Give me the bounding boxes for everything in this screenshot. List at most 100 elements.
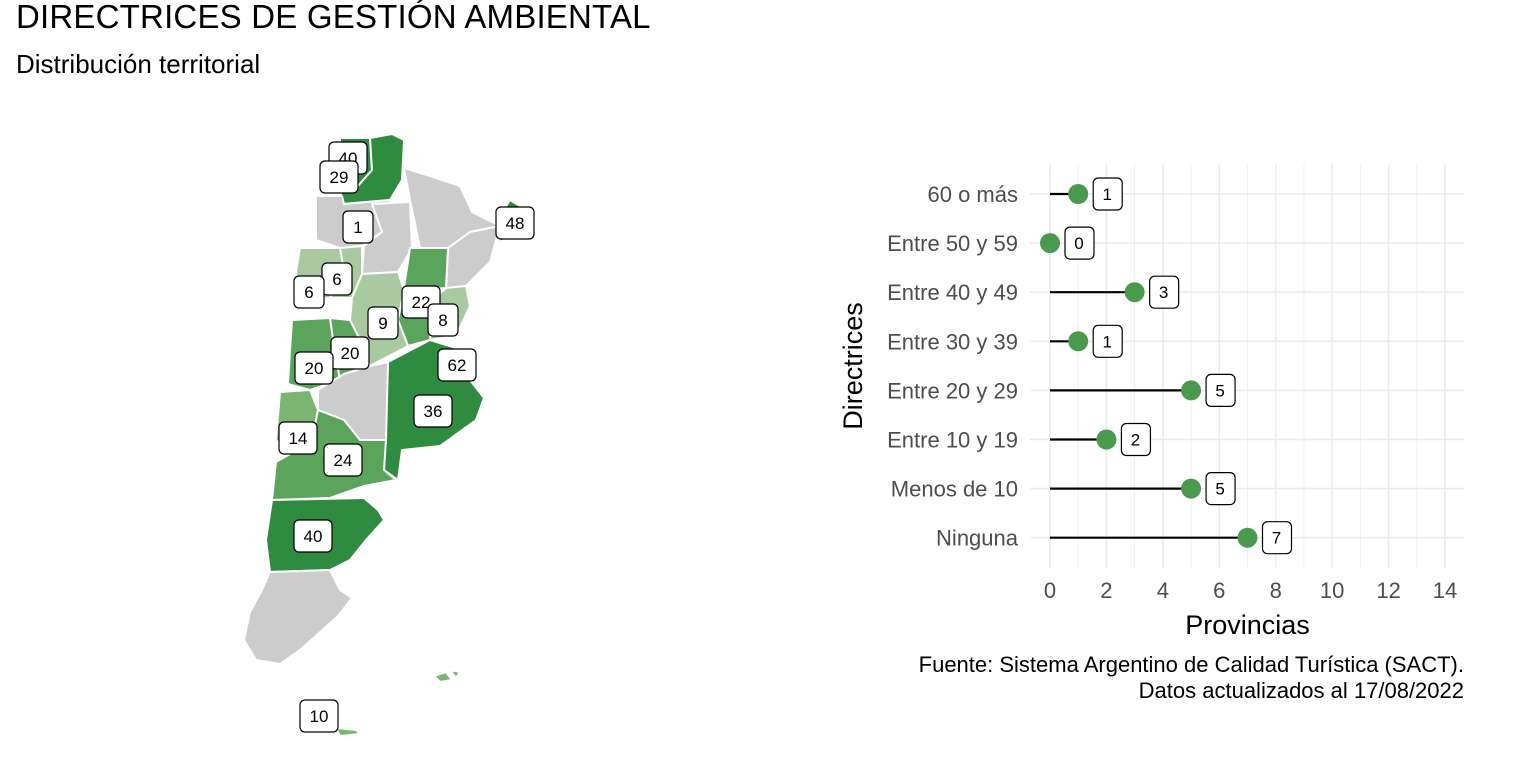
x-tick-label: 6 (1213, 578, 1225, 603)
value-label-text: 7 (1272, 529, 1281, 548)
map-label-text: 6 (304, 283, 313, 302)
value-label-text: 1 (1102, 332, 1111, 351)
lollipop-chart: 1 60 o más 0 Entre 50 y 59 3 Entre 40 y 49 1 En… (838, 164, 1464, 640)
map-label-2: 1 (342, 210, 374, 244)
map-label-box (427, 303, 459, 337)
map-label-14: 24 (323, 443, 363, 477)
map-label-box (293, 519, 333, 553)
map-label-text: 36 (424, 402, 443, 421)
province-santiago (403, 247, 449, 291)
map-label-box (278, 421, 318, 455)
map-label-text: 29 (330, 168, 349, 187)
map-label-box (495, 206, 535, 240)
lollipop-point (1124, 282, 1145, 303)
map-label-box (437, 348, 477, 382)
value-label-text: 5 (1215, 381, 1224, 400)
value-label: 3 (1149, 275, 1180, 309)
lollipop-point (1096, 429, 1117, 450)
x-tick-label: 2 (1100, 578, 1112, 603)
value-label-box (1261, 521, 1293, 555)
map-label-text: 48 (506, 214, 525, 233)
map-label-box (323, 443, 363, 477)
value-label-text: 2 (1131, 431, 1140, 450)
map-label-text: 22 (412, 293, 431, 312)
value-label-box (1120, 422, 1152, 457)
x-axis-title: Provincias (1185, 610, 1310, 640)
map-label-text: 20 (341, 344, 360, 363)
x-tick-label: 4 (1157, 578, 1169, 603)
x-tick-label: 8 (1270, 578, 1282, 603)
category-label: Menos de 10 (891, 477, 1018, 502)
map-label-12: 36 (413, 394, 453, 428)
value-label: 5 (1205, 472, 1236, 506)
chart-subtitle: Distribución territorial (16, 49, 261, 79)
map-label-11: 20 (294, 351, 334, 385)
map-label-5: 6 (293, 275, 325, 309)
category-label: Entre 30 y 39 (887, 329, 1018, 354)
map-label-box (294, 351, 334, 385)
caption-source: Fuente: Sistema Argentino de Calidad Tur… (918, 652, 1464, 677)
map-label-3: 48 (495, 206, 535, 240)
map-label-text: 1 (353, 218, 362, 237)
map-label-box (319, 160, 359, 194)
x-tick-label: 12 (1376, 578, 1400, 603)
lollipop-point (1181, 380, 1202, 401)
map-label-7: 9 (367, 306, 399, 340)
map-label-10: 62 (437, 348, 477, 382)
value-label: 2 (1120, 422, 1152, 457)
x-tick-label: 14 (1433, 578, 1457, 603)
chart-title: DIRECTRICES DE GESTIÓN AMBIENTAL (16, 0, 651, 35)
map-label-16: 10 (299, 699, 339, 733)
value-label-box (1149, 275, 1180, 309)
value-label: 7 (1261, 521, 1293, 555)
map-label-13: 14 (278, 421, 318, 455)
map-label-text: 62 (448, 356, 467, 375)
map-label-text: 24 (334, 451, 353, 470)
lollipop-point (1068, 331, 1089, 352)
lollipop-point (1237, 527, 1258, 548)
province-santa-cruz (243, 569, 353, 665)
x-tick-label: 10 (1320, 578, 1344, 603)
value-label: 1 (1092, 177, 1123, 211)
map-label-8: 8 (427, 303, 459, 337)
value-label: 5 (1205, 373, 1236, 407)
lollipop-point (1181, 478, 1202, 499)
map-label-text: 6 (332, 270, 341, 289)
caption-date: Datos actualizados al 17/08/2022 (1138, 678, 1464, 703)
value-label-text: 1 (1102, 185, 1111, 204)
category-label: Ninguna (936, 526, 1019, 551)
value-label-text: 5 (1215, 480, 1224, 499)
lollipop-point (1068, 184, 1089, 204)
map-label-4: 6 (321, 262, 353, 296)
map-label-box (293, 275, 325, 309)
x-tick-label: 0 (1044, 578, 1056, 603)
map-label-text: 20 (305, 359, 324, 378)
islas-icon (433, 669, 461, 683)
value-label: 0 (1064, 226, 1095, 260)
map-label-9: 20 (330, 336, 370, 370)
map-label-text: 40 (304, 527, 323, 546)
value-label-box (1092, 324, 1123, 358)
value-label-box (1205, 373, 1236, 407)
province-tierra-del-fuego (335, 727, 361, 737)
map-label-text: 9 (378, 314, 387, 333)
value-label-box (1064, 226, 1095, 260)
category-label: 60 o más (928, 182, 1019, 207)
map-label-box (413, 394, 453, 428)
map-label-1: 29 (319, 160, 359, 194)
category-label: Entre 20 y 29 (887, 378, 1018, 403)
map-label-box (367, 306, 399, 340)
value-label-text: 3 (1159, 283, 1168, 302)
value-label-box (1092, 177, 1123, 211)
category-label: Entre 50 y 59 (887, 231, 1018, 256)
caption: Fuente: Sistema Argentino de Calidad Tur… (919, 652, 1464, 704)
value-label: 1 (1092, 324, 1123, 358)
y-axis-title: Directrices (838, 302, 868, 430)
map-label-15: 40 (293, 519, 333, 553)
value-label-text: 0 (1074, 234, 1083, 253)
value-label-box (1205, 472, 1236, 506)
lollipop-point (1040, 233, 1060, 254)
map-label-box (299, 699, 339, 733)
